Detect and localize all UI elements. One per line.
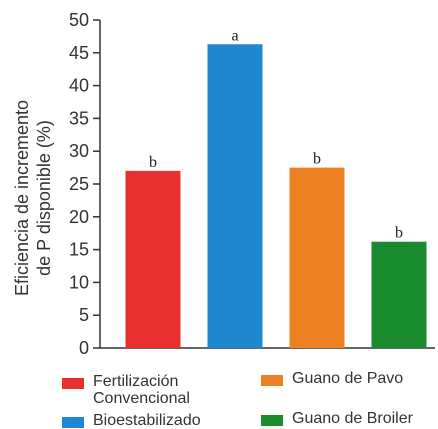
y-tick-label: 45 <box>69 43 89 63</box>
legend-item-guano-broiler: Guano de Broiler <box>261 410 413 427</box>
legend-item-guano-pavo: Guano de Pavo <box>261 370 403 387</box>
bar <box>289 167 345 348</box>
legend-label-guano-pavo: Guano de Pavo <box>292 370 404 387</box>
bar-significance-label: b <box>149 154 157 171</box>
y-axis-label-line: Eficiencia de incremento <box>12 100 32 296</box>
y-tick-label: 15 <box>69 240 89 260</box>
y-tick-label: 35 <box>69 108 89 128</box>
bar <box>371 241 427 348</box>
legend-swatch-fertilizacion <box>62 378 84 389</box>
y-tick-label: 10 <box>69 272 89 292</box>
legend-item-fertilizacion: Fertilización Convencional <box>62 373 190 407</box>
legend-label-bioestabilizado: Bioestabilizado <box>93 412 201 429</box>
legend-swatch-guano-pavo <box>261 375 283 386</box>
bar-significance-label: b <box>313 151 321 168</box>
bar-chart: Eficiencia de incremento de P disponible … <box>12 10 435 358</box>
bar-significance-label: a <box>231 27 238 44</box>
y-axis: 0 5 10 15 20 25 30 35 40 45 50 <box>69 10 435 358</box>
legend-label-guano-broiler: Guano de Broiler <box>292 410 413 427</box>
y-axis-label-line: de P disponible (%) <box>34 120 54 276</box>
legend-swatch-guano-broiler <box>261 415 283 426</box>
bars: b a b b <box>125 27 427 348</box>
bar-significance-label: b <box>395 225 403 242</box>
y-tick-label: 5 <box>79 305 89 325</box>
bar <box>125 170 181 348</box>
y-tick-label: 20 <box>69 207 89 227</box>
legend-swatch-bioestabilizado <box>62 417 84 428</box>
y-tick-label: 0 <box>79 338 89 358</box>
legend-label-fertilizacion: Fertilización Convencional <box>93 373 190 407</box>
legend-item-bioestabilizado: Bioestabilizado <box>62 412 201 429</box>
y-tick-label: 40 <box>69 76 89 96</box>
bar <box>207 44 263 348</box>
y-axis-label: Eficiencia de incremento de P disponible … <box>12 100 54 296</box>
y-tick-label: 30 <box>69 141 89 161</box>
y-tick-label: 25 <box>69 174 89 194</box>
legend: Fertilización Convencional Bioestabiliza… <box>62 366 438 429</box>
y-tick-label: 50 <box>69 10 89 30</box>
